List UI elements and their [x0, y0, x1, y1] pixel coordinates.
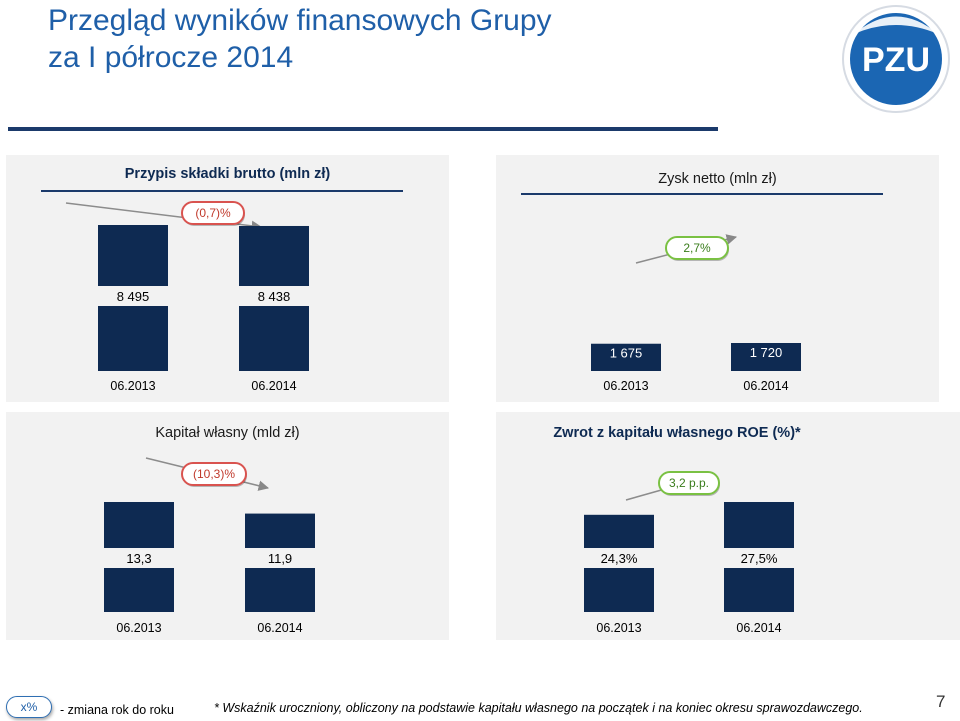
chart-panel-equity: Kapitał własny (mld zł) 13,3 06.2013 11,9 0…	[6, 412, 449, 640]
chart-gross-premium: 8 495 06.2013 8 438 06.2014 (0,7)%	[65, 201, 315, 393]
page-title-line2: za I półrocze 2014	[48, 41, 294, 74]
change-badge-label: (0,7)%	[195, 206, 231, 220]
page-title: Przegląd wyników finansowych Grupy za I …	[48, 2, 552, 76]
legend-text: - zmiana rok do roku	[60, 703, 174, 717]
chart-equity: 13,3 06.2013 11,9 06.2014 (10,3)%	[98, 457, 321, 635]
change-badge: 2,7%	[665, 236, 729, 261]
chart-title: Zysk netto (mln zł)	[658, 171, 777, 187]
logo-swoosh	[854, 16, 938, 34]
chart-title-rule	[521, 193, 883, 195]
value-label-bg	[239, 548, 321, 568]
value-label: 1 675	[610, 346, 643, 361]
footnote: * Wskaźnik uroczniony, obliczony na pods…	[214, 701, 863, 715]
chart-title: Kapitał własny (mld zł)	[155, 425, 300, 441]
change-badge-label: 2,7%	[683, 241, 711, 255]
pzu-logo: PZU	[842, 5, 950, 113]
value-label-bg	[98, 548, 180, 568]
category-label: 06.2014	[736, 621, 781, 635]
value-label: 11,9	[268, 551, 292, 566]
value-label-bg	[92, 286, 174, 306]
change-badge: (10,3)%	[181, 462, 247, 487]
category-label: 06.2014	[743, 379, 788, 393]
change-badge: (0,7)%	[181, 201, 245, 226]
value-label: 8 495	[117, 289, 150, 304]
category-label: 06.2013	[603, 379, 648, 393]
page-number: 7	[936, 692, 946, 711]
chart-title: Przypis składki brutto (mln zł)	[124, 166, 331, 182]
change-badge-pill	[181, 462, 247, 486]
change-badge-pill	[665, 236, 729, 260]
chart-panel-roe: Zwrot z kapitału własnego ROE (%)* 24,3%…	[496, 412, 960, 640]
bar-06.2013	[591, 343, 661, 371]
chart-net-profit: 1 675 06.2013 1 720 06.2014 2,7%	[591, 234, 801, 393]
category-label: 06.2014	[251, 379, 296, 393]
category-label: 06.2013	[116, 621, 161, 635]
change-badge-label: (10,3)%	[193, 467, 235, 481]
value-label-bg	[718, 548, 800, 568]
value-label-bg	[578, 548, 660, 568]
change-badge: 3,2 p.p.	[658, 471, 720, 496]
title-divider	[8, 127, 718, 131]
logo-inner-circle	[850, 13, 942, 105]
legend-badge: x%	[6, 696, 52, 718]
change-badge-pill	[181, 201, 245, 225]
chart-title-rule	[41, 190, 403, 192]
category-label: 06.2013	[110, 379, 155, 393]
category-label: 06.2013	[596, 621, 641, 635]
chart-panel-net-profit: Zysk netto (mln zł) 1 675 06.2013 1 720 06.…	[496, 155, 939, 402]
bar-06.2014	[731, 343, 801, 371]
category-label: 06.2014	[257, 621, 302, 635]
page-title-line1: Przegląd wyników finansowych Grupy	[48, 4, 552, 37]
logo-text: PZU	[862, 41, 930, 79]
chart-title: Zwrot z kapitału własnego ROE (%)*	[553, 425, 801, 441]
change-badge-pill	[658, 471, 720, 495]
value-label: 8 438	[258, 289, 291, 304]
value-label: 13,3	[126, 551, 151, 566]
value-label-bg	[233, 286, 315, 306]
value-label: 27,5%	[741, 551, 778, 566]
change-badge-label: 3,2 p.p.	[669, 476, 709, 490]
chart-roe: 24,3% 06.2013 27,5% 06.2014 3,2 p.p.	[578, 471, 800, 635]
chart-panel-gross-premium: Przypis składki brutto (mln zł) 8 495 06.…	[6, 155, 449, 402]
value-label: 1 720	[750, 345, 783, 360]
value-label: 24,3%	[601, 551, 638, 566]
